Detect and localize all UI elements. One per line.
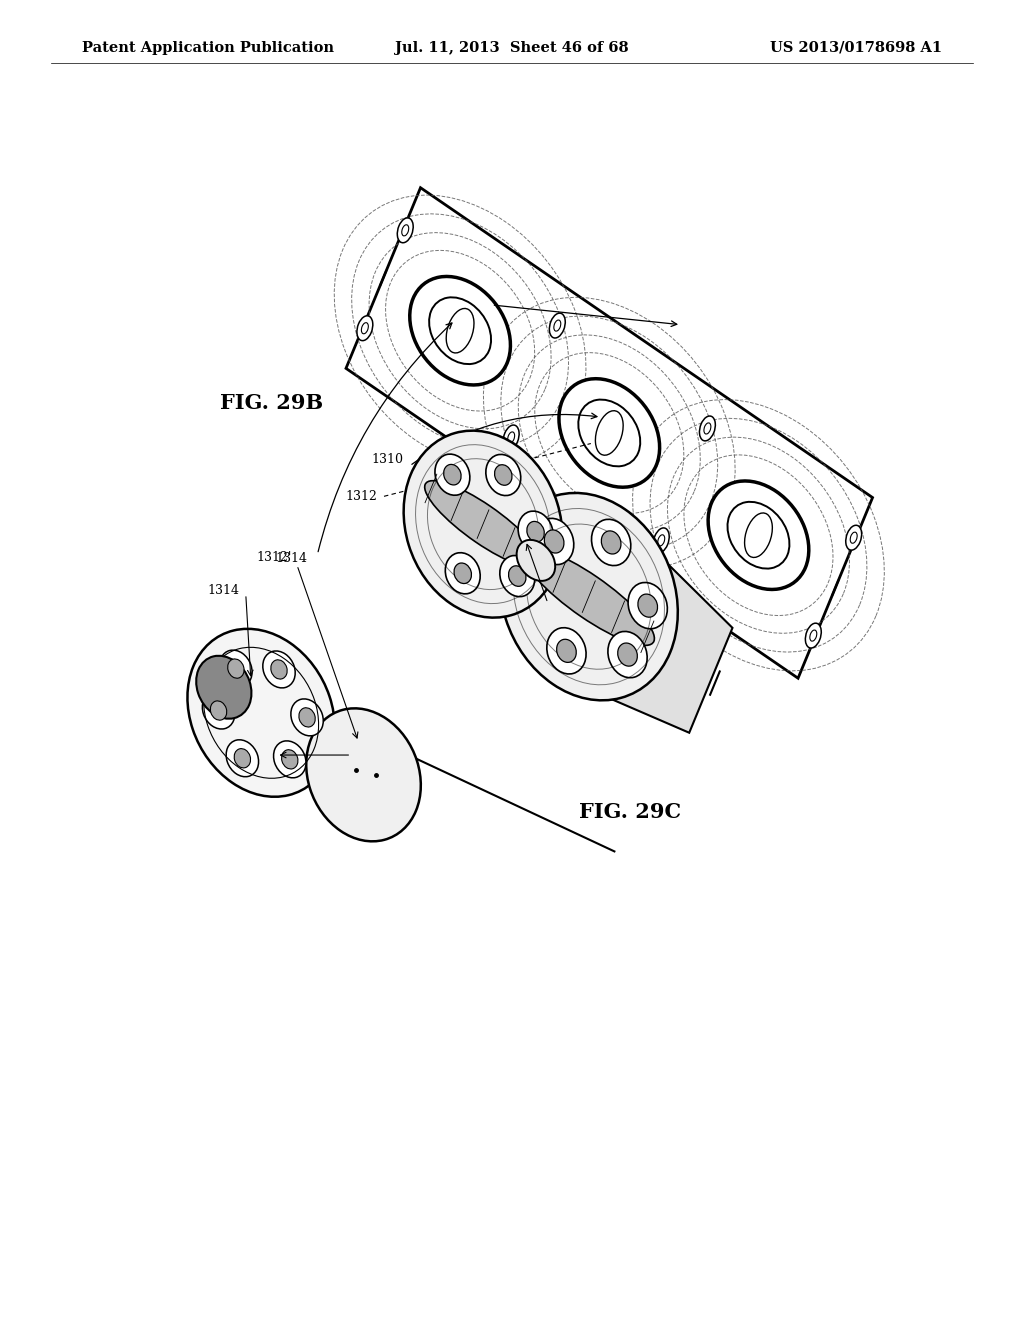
Ellipse shape xyxy=(617,643,637,667)
Ellipse shape xyxy=(608,631,647,677)
Ellipse shape xyxy=(727,502,790,569)
Ellipse shape xyxy=(425,480,542,568)
Ellipse shape xyxy=(805,623,821,648)
Ellipse shape xyxy=(526,521,545,543)
Text: 1310: 1310 xyxy=(371,453,403,466)
Ellipse shape xyxy=(535,519,573,565)
Text: 1300E: 1300E xyxy=(445,292,486,305)
Ellipse shape xyxy=(203,692,234,729)
Text: 1312': 1312' xyxy=(541,590,575,603)
Ellipse shape xyxy=(210,701,226,721)
Ellipse shape xyxy=(291,698,324,735)
Ellipse shape xyxy=(744,513,772,557)
Ellipse shape xyxy=(435,454,470,495)
Ellipse shape xyxy=(273,741,306,777)
Ellipse shape xyxy=(306,709,421,841)
Ellipse shape xyxy=(445,553,480,594)
Ellipse shape xyxy=(810,630,817,642)
Ellipse shape xyxy=(454,564,471,583)
Ellipse shape xyxy=(709,480,809,590)
Ellipse shape xyxy=(850,532,857,544)
Ellipse shape xyxy=(595,411,624,455)
Text: FIG. 29C: FIG. 29C xyxy=(579,801,681,822)
Ellipse shape xyxy=(226,739,259,776)
Ellipse shape xyxy=(703,422,711,434)
Ellipse shape xyxy=(357,315,373,341)
Ellipse shape xyxy=(429,297,492,364)
Ellipse shape xyxy=(446,309,474,352)
Ellipse shape xyxy=(495,465,512,486)
Ellipse shape xyxy=(187,628,335,797)
Ellipse shape xyxy=(554,319,561,331)
Ellipse shape xyxy=(234,748,251,768)
Text: Patent Application Publication: Patent Application Publication xyxy=(82,41,334,54)
Ellipse shape xyxy=(500,492,678,701)
Ellipse shape xyxy=(547,628,586,675)
Ellipse shape xyxy=(270,660,287,678)
Ellipse shape xyxy=(559,379,659,487)
Ellipse shape xyxy=(503,425,519,450)
Text: 1312: 1312 xyxy=(345,490,378,503)
Text: 1314: 1314 xyxy=(275,552,308,565)
Text: 1314: 1314 xyxy=(340,762,373,775)
Ellipse shape xyxy=(653,528,670,553)
Ellipse shape xyxy=(638,594,657,618)
Ellipse shape xyxy=(197,656,252,718)
Text: US 2013/0178698 A1: US 2013/0178698 A1 xyxy=(770,41,942,54)
Ellipse shape xyxy=(485,454,521,495)
Ellipse shape xyxy=(227,659,244,678)
Ellipse shape xyxy=(306,729,349,772)
Text: 1314: 1314 xyxy=(207,583,240,597)
Polygon shape xyxy=(346,187,872,678)
Text: 1312': 1312' xyxy=(257,550,292,564)
Ellipse shape xyxy=(220,651,252,686)
Ellipse shape xyxy=(549,313,565,338)
Ellipse shape xyxy=(518,511,553,552)
Ellipse shape xyxy=(557,639,577,663)
Ellipse shape xyxy=(628,582,668,628)
Ellipse shape xyxy=(545,529,564,553)
Ellipse shape xyxy=(263,651,295,688)
Ellipse shape xyxy=(592,519,631,565)
Ellipse shape xyxy=(403,430,562,618)
Ellipse shape xyxy=(846,525,861,550)
Ellipse shape xyxy=(361,322,369,334)
Ellipse shape xyxy=(443,465,461,484)
Text: FIG. 29B: FIG. 29B xyxy=(220,392,324,413)
Ellipse shape xyxy=(517,540,555,581)
Ellipse shape xyxy=(397,218,414,243)
Ellipse shape xyxy=(401,224,409,236)
Ellipse shape xyxy=(508,432,515,444)
Ellipse shape xyxy=(601,531,621,554)
Ellipse shape xyxy=(579,400,640,466)
Ellipse shape xyxy=(509,566,526,586)
Text: Jul. 11, 2013  Sheet 46 of 68: Jul. 11, 2013 Sheet 46 of 68 xyxy=(395,41,629,54)
Ellipse shape xyxy=(500,556,535,597)
Ellipse shape xyxy=(299,708,315,727)
Ellipse shape xyxy=(699,416,716,441)
Ellipse shape xyxy=(410,276,510,385)
Ellipse shape xyxy=(657,535,665,546)
Ellipse shape xyxy=(282,750,298,770)
Ellipse shape xyxy=(523,548,654,645)
Polygon shape xyxy=(601,554,732,733)
